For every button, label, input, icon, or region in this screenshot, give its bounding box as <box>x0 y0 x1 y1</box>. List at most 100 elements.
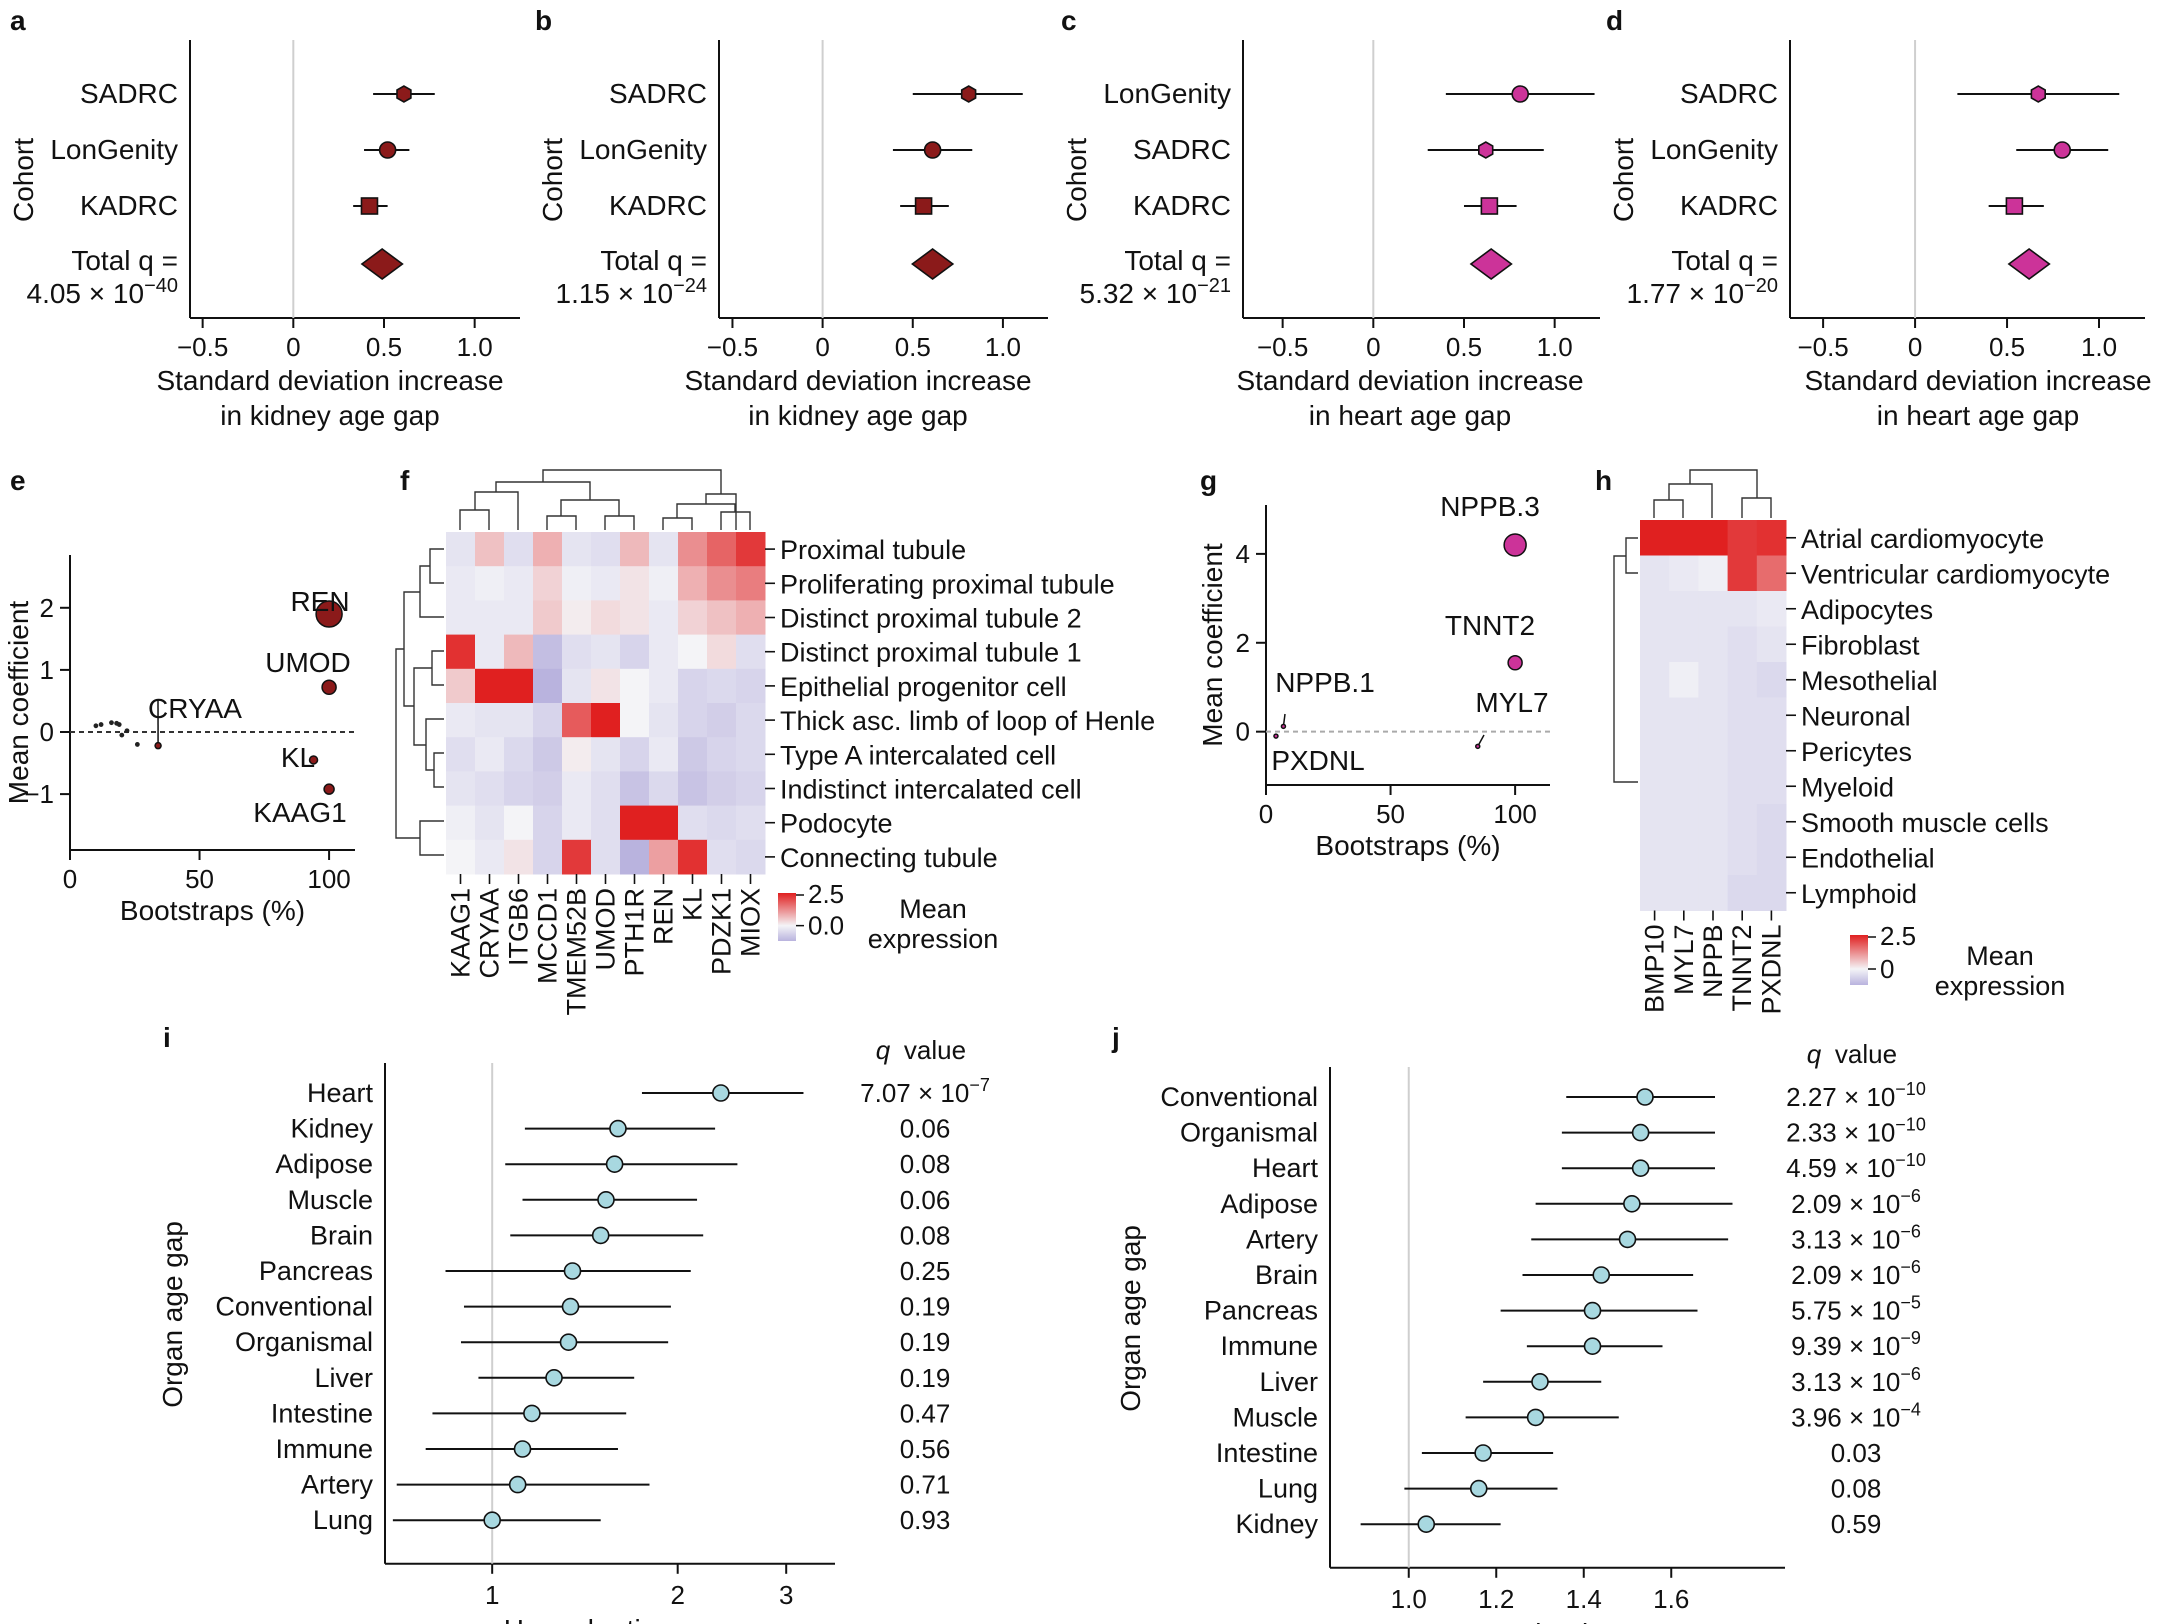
heatmap-cell <box>562 703 592 738</box>
heatmap-cell <box>1640 520 1670 556</box>
heatmap-cell <box>533 532 563 567</box>
cohort-label: LonGenity <box>1650 134 1778 165</box>
dendrogram <box>1689 469 1758 498</box>
column-label: MYL7 <box>1669 925 1699 996</box>
heatmap-cell <box>475 634 505 670</box>
dendrogram <box>1741 497 1772 518</box>
heatmap-cell <box>1727 626 1758 663</box>
x-axis-label: in heart age gap <box>1877 400 2079 431</box>
cohort-label: LonGenity <box>1103 78 1231 109</box>
heatmap-cell <box>1727 768 1758 805</box>
small-point <box>98 722 104 727</box>
sci-base: 1.15 × 10 <box>556 278 674 309</box>
heatmap-cell <box>678 839 708 875</box>
heatmap-cell <box>620 532 650 567</box>
hazard-point <box>545 1369 563 1387</box>
sci-exponent: −10 <box>1895 1115 1926 1135</box>
heatmap-cell <box>1698 804 1729 840</box>
q-value: 0.19 <box>900 1363 951 1393</box>
cohort-label: LonGenity <box>50 134 178 165</box>
x-tick-label: 0 <box>286 332 300 362</box>
heatmap-cell <box>562 771 592 807</box>
heatmap-cell <box>1698 697 1729 734</box>
x-tick-label: 1 <box>485 1580 499 1610</box>
x-tick-label: −0.5 <box>177 332 228 362</box>
heatmap-cell <box>649 668 679 704</box>
panel-letter: b <box>535 5 552 36</box>
heatmap-cell <box>707 703 737 738</box>
y-axis-label: Mean coefficient <box>3 601 34 805</box>
x-tick-label: 0 <box>1366 332 1380 362</box>
total-label: Total q = <box>600 245 707 276</box>
organ-label: Muscle <box>287 1185 373 1215</box>
row-label: Myeloid <box>1801 772 1894 802</box>
sci-exponent: −6 <box>1900 1364 1921 1384</box>
organ-label: Heart <box>307 1078 374 1108</box>
heatmap-cell <box>1698 875 1729 911</box>
panel-j: j 1.0 1.2 1.4 1.6 Hazard ratio Organ age gap qv… <box>1111 1022 1926 1624</box>
point-label: MYL7 <box>1475 687 1548 718</box>
q-value: 0.56 <box>900 1434 951 1464</box>
x-tick-label: 0.5 <box>1989 332 2025 362</box>
y-tick-label: 0 <box>40 717 54 747</box>
organ-label: Lung <box>313 1505 373 1535</box>
hazard-point <box>1417 1515 1436 1533</box>
heatmap-cell <box>533 600 563 636</box>
heatmap-cell <box>707 839 737 875</box>
point-label: CRYAA <box>148 693 242 724</box>
heatmap-cell <box>533 737 563 772</box>
q-value: 5.75 × 10−5 <box>1791 1293 1921 1326</box>
dendrogram <box>1613 555 1638 783</box>
heatmap-cell <box>475 566 505 601</box>
x-tick-label: −0.5 <box>1797 332 1848 362</box>
row-label: Pericytes <box>1801 737 1912 767</box>
dendrogram <box>474 491 519 530</box>
x-tick-label: 1.0 <box>457 332 493 362</box>
small-point <box>109 720 114 726</box>
x-axis-label: Bootstraps (%) <box>1315 830 1500 861</box>
heatmap-cell <box>591 737 621 772</box>
point-ren <box>315 600 343 628</box>
row-label: Distinct proximal tubule 1 <box>780 638 1082 668</box>
sci-exponent: −5 <box>1900 1293 1921 1313</box>
panel-letter: d <box>1606 5 1623 36</box>
panel-letter: i <box>163 1022 171 1053</box>
y-tick-label: 4 <box>1236 539 1250 569</box>
total-q-value: 1.77 × 10−20 <box>1627 275 1779 309</box>
heatmap-cell <box>678 634 708 670</box>
heatmap-cell <box>1756 875 1787 911</box>
heatmap-cell <box>591 668 621 704</box>
heatmap-cell <box>504 805 534 841</box>
y-axis-label: Cohort <box>1608 138 1639 222</box>
q-header-italic: q <box>1807 1039 1822 1069</box>
estimate-marker <box>923 141 942 159</box>
dendrogram <box>413 667 432 746</box>
legend-title: expression <box>868 924 999 954</box>
heatmap-cell <box>446 668 476 704</box>
panel-letter: f <box>400 465 410 496</box>
panel-letter: a <box>10 5 26 36</box>
dendrogram <box>546 515 577 530</box>
total-diamond <box>911 248 955 280</box>
column-label: ITGB6 <box>504 888 534 966</box>
x-axis-label: Standard deviation increase <box>1804 365 2151 396</box>
heatmap-cell <box>736 600 766 636</box>
estimate-marker <box>1480 197 1499 215</box>
heatmap-cell <box>591 771 621 807</box>
heatmap-cell <box>736 703 766 738</box>
row-label: Thick asc. limb of loop of Henle <box>780 706 1155 736</box>
row-label: Epithelial progenitor cell <box>780 672 1067 702</box>
panel-f: f Proximal tubule Proliferating proximal t… <box>395 465 1155 1016</box>
row-label: Indistinct intercalated cell <box>780 775 1082 805</box>
heatmap-cell <box>504 668 534 704</box>
heatmap-cell <box>736 532 766 567</box>
q-value: 0.59 <box>1831 1509 1882 1539</box>
row-label: Ventricular cardiomyocyte <box>1801 559 2110 589</box>
heatmap-cell <box>1727 555 1758 592</box>
hazard-point <box>591 1226 610 1245</box>
y-axis-label: Cohort <box>1061 138 1092 222</box>
estimate-marker <box>2005 197 2024 215</box>
organ-label: Pancreas <box>259 1256 373 1286</box>
organ-label: Artery <box>301 1470 374 1500</box>
